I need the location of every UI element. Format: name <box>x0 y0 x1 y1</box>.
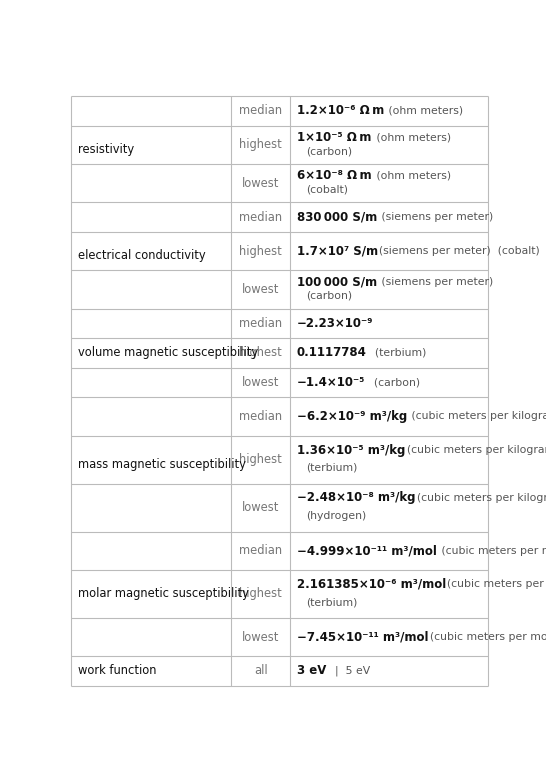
Text: (siemens per meter)  (cobalt): (siemens per meter) (cobalt) <box>379 246 540 256</box>
Text: (carbon): (carbon) <box>366 378 420 388</box>
Text: (cubic meters per mole): (cubic meters per mole) <box>447 579 546 589</box>
Text: median: median <box>239 317 282 330</box>
Text: (hydrogen): (hydrogen) <box>306 511 366 521</box>
Text: lowest: lowest <box>242 631 280 643</box>
Text: highest: highest <box>239 139 282 151</box>
Text: highest: highest <box>239 245 282 258</box>
Text: −2.48×10⁻⁸ m³/kg: −2.48×10⁻⁸ m³/kg <box>296 491 415 505</box>
Text: highest: highest <box>239 453 282 466</box>
Text: (ohm meters): (ohm meters) <box>373 170 451 180</box>
Text: electrical conductivity: electrical conductivity <box>78 249 205 262</box>
Text: 1.2×10⁻⁶ Ω m: 1.2×10⁻⁶ Ω m <box>296 104 384 117</box>
Text: (siemens per meter): (siemens per meter) <box>378 212 494 222</box>
Text: median: median <box>239 410 282 423</box>
Text: |  5 eV: | 5 eV <box>328 666 370 676</box>
Text: 3 eV: 3 eV <box>296 665 326 677</box>
Text: (cubic meters per mole): (cubic meters per mole) <box>438 546 546 556</box>
Text: −2.23×10⁻⁹: −2.23×10⁻⁹ <box>296 317 373 330</box>
Text: (ohm meters): (ohm meters) <box>372 132 450 142</box>
Text: 1.36×10⁻⁵ m³/kg: 1.36×10⁻⁵ m³/kg <box>296 444 405 457</box>
Text: molar magnetic susceptibility: molar magnetic susceptibility <box>78 587 248 601</box>
Text: median: median <box>239 544 282 557</box>
Text: lowest: lowest <box>242 376 280 389</box>
Text: 0.1117784: 0.1117784 <box>296 347 366 359</box>
Text: (terbium): (terbium) <box>306 597 357 607</box>
Text: (siemens per meter): (siemens per meter) <box>378 276 494 286</box>
Text: all: all <box>254 665 268 677</box>
Text: median: median <box>239 211 282 224</box>
Text: 6×10⁻⁸ Ω m: 6×10⁻⁸ Ω m <box>296 169 371 182</box>
Text: (terbium): (terbium) <box>306 463 357 473</box>
Text: lowest: lowest <box>242 501 280 514</box>
Text: highest: highest <box>239 587 282 601</box>
Text: (cobalt): (cobalt) <box>306 184 348 194</box>
Text: highest: highest <box>239 347 282 359</box>
Text: (carbon): (carbon) <box>306 146 352 156</box>
Text: lowest: lowest <box>242 283 280 296</box>
Text: 830 000 S/m: 830 000 S/m <box>296 211 377 224</box>
Text: −4.999×10⁻¹¹ m³/mol: −4.999×10⁻¹¹ m³/mol <box>296 544 436 557</box>
Text: (cubic meters per kilogram): (cubic meters per kilogram) <box>408 412 546 422</box>
Text: (ohm meters): (ohm meters) <box>385 106 464 116</box>
Text: 1×10⁻⁵ Ω m: 1×10⁻⁵ Ω m <box>296 131 371 143</box>
Text: (cubic meters per kilogram): (cubic meters per kilogram) <box>407 445 546 455</box>
Text: −1.4×10⁻⁵: −1.4×10⁻⁵ <box>296 376 365 389</box>
Text: (carbon): (carbon) <box>306 291 352 301</box>
Text: −7.45×10⁻¹¹ m³/mol: −7.45×10⁻¹¹ m³/mol <box>296 631 428 643</box>
Text: (cubic meters per kilogram): (cubic meters per kilogram) <box>417 493 546 503</box>
Text: mass magnetic susceptibility: mass magnetic susceptibility <box>78 458 245 471</box>
Text: volume magnetic susceptibility: volume magnetic susceptibility <box>78 347 258 359</box>
Text: 1.7×10⁷ S/m: 1.7×10⁷ S/m <box>296 245 378 258</box>
Text: 100 000 S/m: 100 000 S/m <box>296 276 377 288</box>
Text: (terbium): (terbium) <box>368 348 426 358</box>
Text: lowest: lowest <box>242 176 280 190</box>
Text: (cubic meters per mole)  (carbon): (cubic meters per mole) (carbon) <box>430 632 546 642</box>
Text: resistivity: resistivity <box>78 142 134 156</box>
Text: −6.2×10⁻⁹ m³/kg: −6.2×10⁻⁹ m³/kg <box>296 410 407 423</box>
Text: work function: work function <box>78 665 156 677</box>
Text: median: median <box>239 104 282 117</box>
Text: 2.161385×10⁻⁶ m³/mol: 2.161385×10⁻⁶ m³/mol <box>296 577 446 591</box>
